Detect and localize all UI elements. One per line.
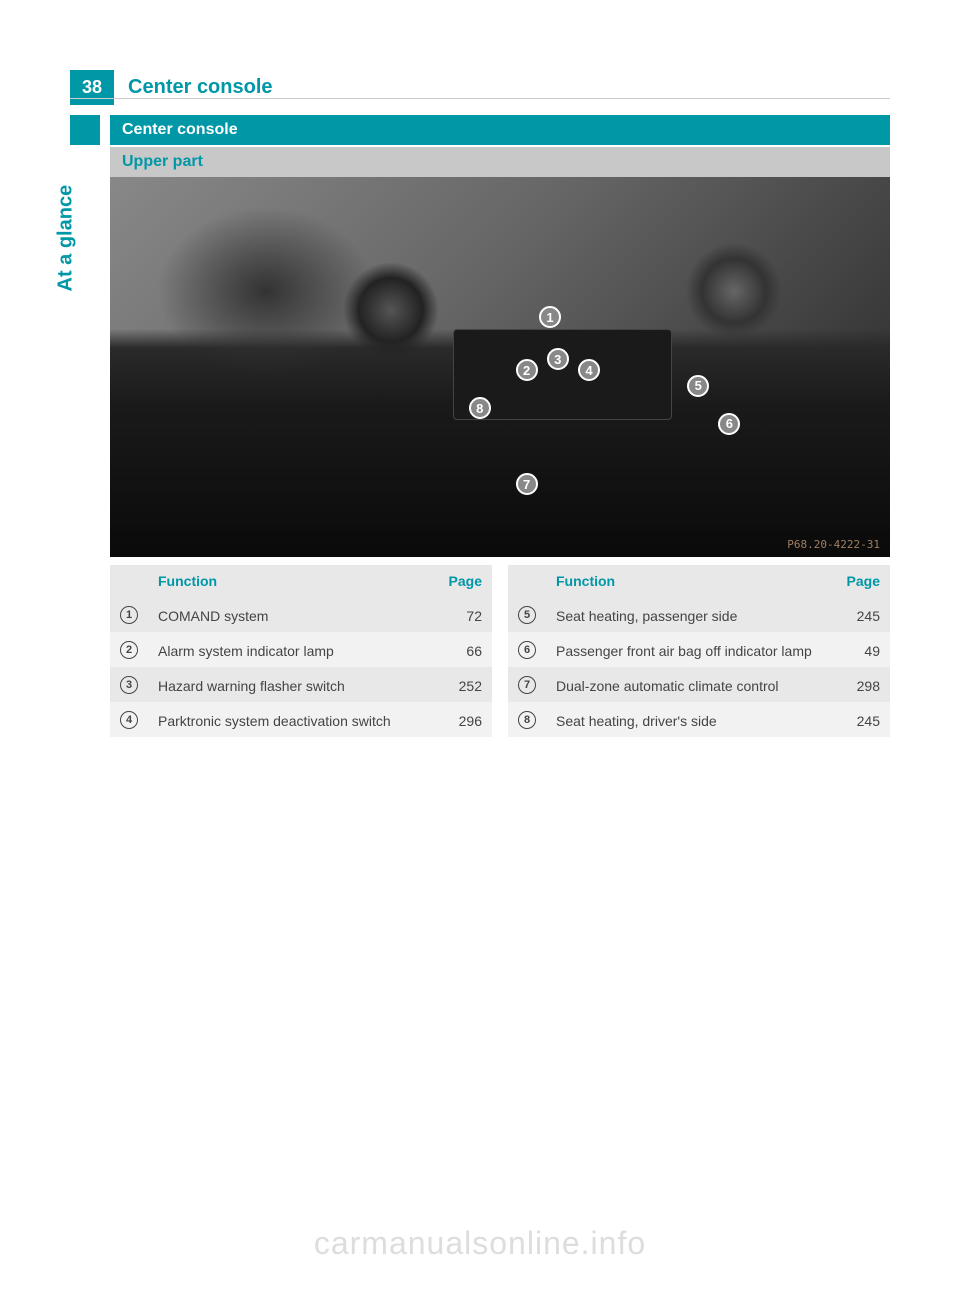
function-table-right: Function Page 5 Seat heating, passenger s…	[508, 565, 890, 737]
row-function: Seat heating, driver's side	[546, 702, 837, 737]
row-marker: 6	[508, 632, 546, 667]
marker-circle: 6	[518, 641, 536, 659]
row-function: Parktronic system deactivation switch	[148, 702, 439, 737]
row-marker: 8	[508, 702, 546, 737]
callout-3: 3	[547, 348, 569, 370]
marker-circle: 2	[120, 641, 138, 659]
row-function: Alarm system indicator lamp	[148, 632, 439, 667]
row-page: 296	[439, 702, 492, 737]
header-divider	[70, 98, 890, 99]
table-header-function: Function	[546, 565, 837, 597]
subsection-title: Upper part	[110, 147, 890, 177]
callout-5: 5	[687, 375, 709, 397]
table-header-page: Page	[439, 565, 492, 597]
row-function: Dual-zone automatic climate control	[546, 667, 837, 702]
table-row: 2 Alarm system indicator lamp66	[110, 632, 492, 667]
marker-circle: 7	[518, 676, 536, 694]
callout-7: 7	[516, 473, 538, 495]
row-function: Hazard warning flasher switch	[148, 667, 439, 702]
side-label: At a glance	[55, 185, 78, 292]
function-table-left: Function Page 1 COMAND system72 2 Alarm sys…	[110, 565, 492, 737]
table-row: 7 Dual-zone automatic climate control298	[508, 667, 890, 702]
marker-circle: 8	[518, 711, 536, 729]
row-function: COMAND system	[148, 597, 439, 632]
table-row: 5 Seat heating, passenger side245	[508, 597, 890, 632]
row-marker: 7	[508, 667, 546, 702]
table-row: 8 Seat heating, driver's side245	[508, 702, 890, 737]
callout-6: 6	[718, 413, 740, 435]
row-marker: 2	[110, 632, 148, 667]
row-page: 72	[439, 597, 492, 632]
table-row: 3 Hazard warning flasher switch252	[110, 667, 492, 702]
section-title: Center console	[110, 115, 890, 145]
side-tab	[70, 115, 100, 145]
row-page: 245	[837, 597, 890, 632]
row-page: 66	[439, 632, 492, 667]
callout-2: 2	[516, 359, 538, 381]
table-row: 4 Parktronic system deactivation switch29…	[110, 702, 492, 737]
console-photo: 12345678 P68.20-4222-31	[110, 177, 890, 557]
table-header-page: Page	[837, 565, 890, 597]
row-marker: 1	[110, 597, 148, 632]
table-header-blank	[508, 565, 546, 597]
row-marker: 5	[508, 597, 546, 632]
table-header-function: Function	[148, 565, 439, 597]
table-row: 6 Passenger front air bag off indicator l…	[508, 632, 890, 667]
page-number: 38	[70, 70, 114, 105]
row-function: Passenger front air bag off indicator la…	[546, 632, 837, 667]
row-marker: 4	[110, 702, 148, 737]
table-row: 1 COMAND system72	[110, 597, 492, 632]
row-marker: 3	[110, 667, 148, 702]
row-function: Seat heating, passenger side	[546, 597, 837, 632]
row-page: 252	[439, 667, 492, 702]
table-header-blank	[110, 565, 148, 597]
row-page: 49	[837, 632, 890, 667]
row-page: 245	[837, 702, 890, 737]
page-title: Center console	[114, 70, 286, 105]
marker-circle: 1	[120, 606, 138, 624]
marker-circle: 5	[518, 606, 536, 624]
row-page: 298	[837, 667, 890, 702]
marker-circle: 3	[120, 676, 138, 694]
watermark: carmanualsonline.info	[0, 1225, 960, 1262]
marker-circle: 4	[120, 711, 138, 729]
photo-reference: P68.20-4222-31	[787, 538, 880, 551]
